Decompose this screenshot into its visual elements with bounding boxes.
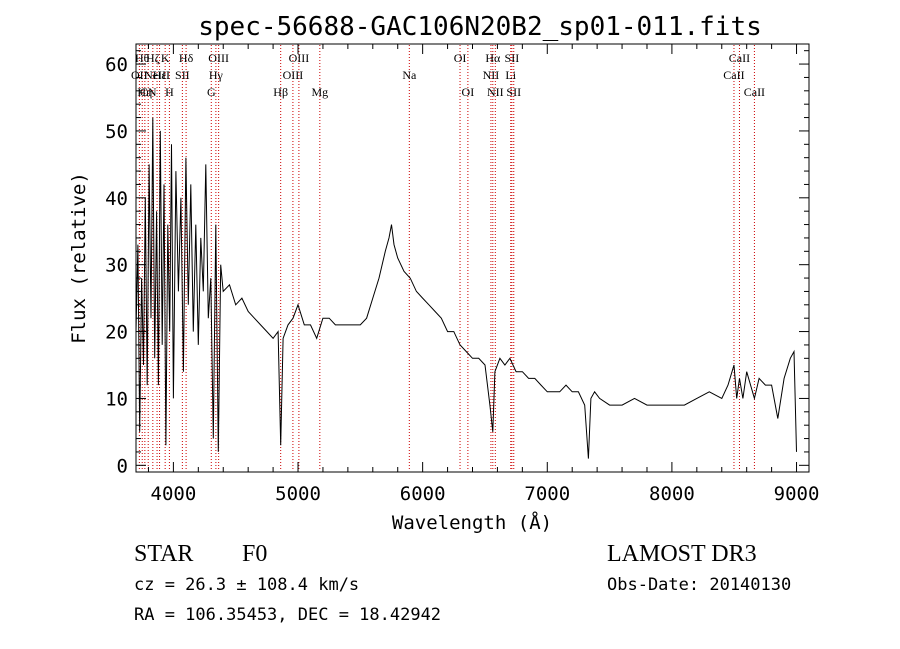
line-marker-label: SII — [505, 51, 520, 65]
line-marker-label: Na — [402, 68, 417, 82]
spectrum-line — [135, 117, 797, 459]
y-tick-label: 20 — [105, 322, 128, 344]
y-tick-label: 30 — [105, 255, 128, 277]
line-marker-label: Hε — [153, 68, 167, 82]
redshift-info: cz = 26.3 ± 108.4 km/s — [134, 575, 359, 595]
plot-frame — [135, 43, 810, 473]
x-ticks: 4000 5000 6000 7000 8000 9000 — [147, 44, 820, 505]
line-marker-label: H — [165, 85, 174, 99]
subclass: F0 — [242, 541, 267, 567]
x-tick-label: 5000 — [275, 483, 321, 505]
x-tick-label: 8000 — [649, 483, 695, 505]
plot-area: 4000 5000 6000 7000 8000 9000 0 10 20 30 40 50 60 — [105, 43, 820, 505]
line-marker-label: SII — [506, 85, 521, 99]
line-marker-label: CaII — [723, 68, 744, 82]
x-tick-label: 6000 — [400, 483, 446, 505]
line-marker-label: Hγ — [209, 68, 224, 82]
obs-date: Obs-Date: 20140130 — [607, 575, 791, 595]
y-tick-label: 10 — [105, 388, 128, 410]
line-marker-label: CaII — [729, 51, 750, 65]
line-marker-label: OIII — [283, 68, 304, 82]
line-marker-label: CN — [140, 85, 157, 99]
line-marker-label: Hθ — [135, 51, 150, 65]
marker-labels: OIIHθHηCNHζNeIIIHεKHSIIHδGHγOIIIHβOIIIOI… — [131, 51, 765, 99]
y-tick-label: 0 — [117, 455, 128, 477]
line-marker-label: NeIII — [144, 68, 170, 82]
x-tick-label: 9000 — [774, 483, 820, 505]
chart-title: spec-56688-GAC106N20B2_sp01-011.fits — [198, 12, 762, 42]
x-axis-label: Wavelength (Å) — [392, 511, 552, 534]
line-marker-label: OIII — [208, 51, 229, 65]
marker-lines — [138, 45, 755, 471]
line-marker-label: Hδ — [179, 51, 194, 65]
line-marker-label: Hζ — [146, 51, 160, 65]
line-marker-label: Li — [505, 68, 516, 82]
x-tick-label: 7000 — [524, 483, 570, 505]
y-tick-label: 60 — [105, 54, 128, 76]
line-marker-label: Hη — [137, 85, 152, 99]
line-marker-label: NII — [487, 85, 504, 99]
line-marker-label: OI — [462, 85, 475, 99]
line-marker-label: SII — [175, 68, 190, 82]
line-marker-label: OIII — [289, 51, 310, 65]
line-marker-label: Hβ — [273, 85, 288, 99]
y-tick-label: 40 — [105, 188, 128, 210]
line-marker-label: OII — [131, 68, 148, 82]
line-marker-label: G — [207, 85, 216, 99]
line-marker-label: Hα — [485, 51, 501, 65]
x-tick-label: 4000 — [151, 483, 197, 505]
coordinates: RA = 106.35453, DEC = 18.42942 — [134, 605, 441, 625]
survey-name: LAMOST DR3 — [607, 541, 757, 567]
y-axis-label: Flux (relative) — [68, 172, 90, 344]
line-marker-label: Mg — [311, 85, 328, 99]
y-tick-label: 50 — [105, 121, 128, 143]
line-marker-label: K — [161, 51, 170, 65]
object-class: STAR — [134, 541, 193, 567]
line-marker-label: CaII — [744, 85, 765, 99]
line-marker-label: NII — [483, 68, 500, 82]
line-marker-label: OI — [454, 51, 467, 65]
y-ticks: 0 10 20 30 40 50 60 — [105, 50, 809, 477]
